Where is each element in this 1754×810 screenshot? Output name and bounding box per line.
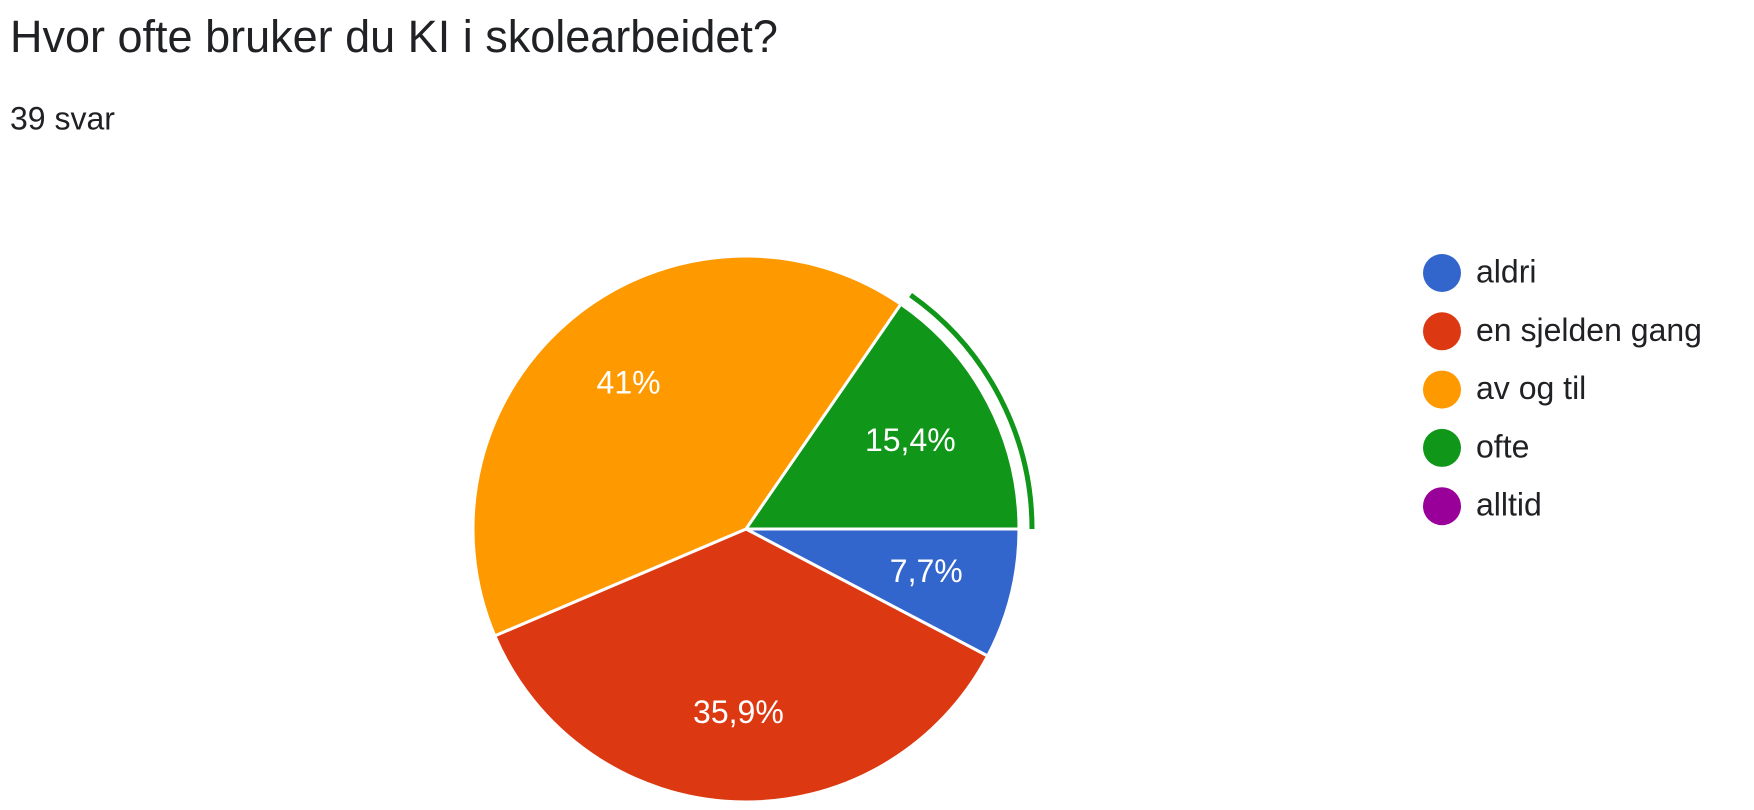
data-label: 7,7%: [890, 553, 963, 589]
pie-slice: [743, 302, 1021, 531]
legend-label: aldri: [1476, 253, 1536, 289]
legend-label: ofte: [1476, 428, 1529, 464]
legend-swatch: [1423, 487, 1461, 526]
chart-subtitle: 39 svar: [10, 100, 115, 136]
legend-label: alltid: [1476, 487, 1542, 523]
data-label: 35,9%: [693, 694, 784, 730]
data-label: 41%: [597, 365, 661, 401]
legend-swatch: [1423, 428, 1461, 467]
legend-label: en sjelden gang: [1476, 312, 1702, 348]
highlight-arc: [909, 293, 1035, 530]
legend-swatch: [1423, 254, 1461, 292]
pie-slice: [492, 527, 990, 804]
data-label: 15,4%: [865, 422, 956, 458]
legend-swatch: [1423, 370, 1461, 409]
chart-title: Hvor ofte bruker du KI i skolearbeidet?: [10, 11, 778, 62]
pie-slice: [745, 527, 1021, 659]
legend-swatch: [1423, 312, 1461, 351]
legend-label: av og til: [1476, 370, 1586, 406]
pie-slice: [471, 254, 903, 638]
